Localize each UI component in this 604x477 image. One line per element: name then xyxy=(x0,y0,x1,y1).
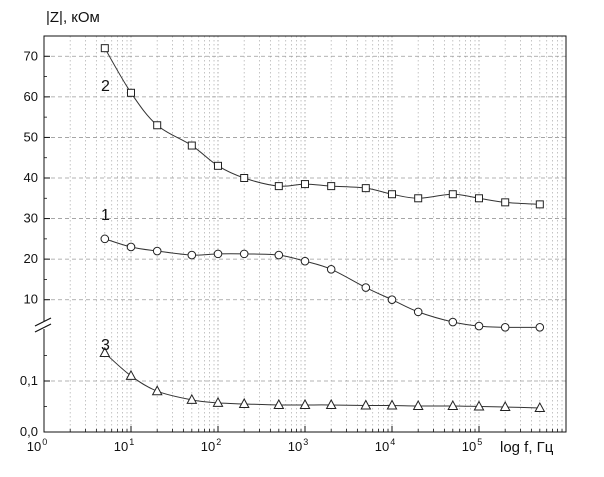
data-point-series-3 xyxy=(273,398,285,409)
data-point-series-3 xyxy=(325,398,337,409)
y-tick-label: 20 xyxy=(24,251,38,266)
data-point-series-2 xyxy=(153,121,162,130)
y-tick-label: 60 xyxy=(24,89,38,104)
data-point-series-1 xyxy=(448,317,458,327)
series-line-1 xyxy=(104,238,540,328)
data-point-series-3 xyxy=(360,399,372,410)
data-point-series-1 xyxy=(100,234,110,244)
y-tick-label: 30 xyxy=(24,211,38,226)
y-tick-label: 50 xyxy=(24,129,38,144)
data-point-series-2 xyxy=(327,182,336,191)
series-label-3: 3 xyxy=(101,337,110,354)
axis-break-gap xyxy=(36,321,52,329)
data-point-series-2 xyxy=(448,190,457,199)
data-point-series-1 xyxy=(126,242,136,252)
x-tick-label: 100 xyxy=(27,437,47,454)
data-point-series-2 xyxy=(187,141,196,150)
markers xyxy=(99,44,546,413)
y-tick-label: 0,1 xyxy=(20,373,38,388)
data-point-series-2 xyxy=(100,44,109,53)
data-point-series-2 xyxy=(240,174,249,182)
data-point-series-3 xyxy=(299,398,311,409)
data-point-series-1 xyxy=(326,264,336,274)
data-point-series-2 xyxy=(301,180,309,189)
x-tick-label: 104 xyxy=(375,437,395,454)
data-point-series-3 xyxy=(473,400,485,411)
data-point-series-1 xyxy=(152,246,162,256)
data-point-series-2 xyxy=(501,198,510,207)
data-point-series-3 xyxy=(99,346,111,357)
data-point-series-1 xyxy=(387,295,397,305)
data-point-series-1 xyxy=(474,321,484,331)
data-point-series-1 xyxy=(274,250,284,260)
data-point-series-1 xyxy=(361,283,371,292)
grid xyxy=(44,36,566,432)
data-point-series-2 xyxy=(388,190,396,199)
data-point-series-2 xyxy=(535,200,544,209)
data-point-series-1 xyxy=(535,323,545,332)
y-axis-title: |Z|, кОм xyxy=(46,9,100,26)
data-point-series-1 xyxy=(213,249,223,259)
data-point-series-1 xyxy=(187,250,197,260)
data-point-series-3 xyxy=(499,400,511,412)
data-point-series-3 xyxy=(186,393,198,404)
x-tick-label: 105 xyxy=(462,437,482,454)
data-point-series-2 xyxy=(214,161,222,170)
data-point-series-3 xyxy=(412,399,424,410)
data-point-series-3 xyxy=(238,397,250,408)
data-point-series-3 xyxy=(534,401,546,413)
y-tick-label: 0,0 xyxy=(20,424,38,439)
data-point-series-2 xyxy=(361,184,370,193)
series-label-2: 2 xyxy=(101,78,110,95)
data-point-series-2 xyxy=(274,182,283,191)
data-point-series-3 xyxy=(386,399,398,410)
data-point-series-1 xyxy=(413,307,423,317)
data-point-series-3 xyxy=(212,396,224,407)
y-tick-label: 10 xyxy=(24,292,38,307)
axis-break-slash xyxy=(34,317,52,327)
data-point-series-1 xyxy=(239,249,249,259)
y-tick-label: 70 xyxy=(24,48,38,63)
axis-break-slash xyxy=(34,323,52,333)
data-point-series-2 xyxy=(127,88,135,97)
data-point-series-3 xyxy=(151,385,163,396)
x-axis-title: log f, Гц xyxy=(500,439,554,456)
series-label-1: 1 xyxy=(101,207,110,224)
data-point-series-1 xyxy=(300,256,310,266)
data-point-series-3 xyxy=(125,369,137,380)
ticks: 100 101 102 103 104 105 10 20 30 40 50 60 70 0,0 0,1 xyxy=(20,35,563,454)
x-tick-label: 101 xyxy=(114,437,134,454)
x-tick-label: 103 xyxy=(288,437,308,454)
data-point-series-2 xyxy=(414,194,423,203)
data-point-series-2 xyxy=(475,194,483,203)
curves xyxy=(104,47,540,409)
data-point-series-1 xyxy=(500,323,510,332)
data-point-series-3 xyxy=(447,399,459,410)
axis-break xyxy=(34,317,52,333)
series-line-3 xyxy=(104,352,540,409)
y-tick-label: 40 xyxy=(24,170,38,185)
series-line-2 xyxy=(104,47,540,205)
x-tick-label: 102 xyxy=(201,437,221,454)
